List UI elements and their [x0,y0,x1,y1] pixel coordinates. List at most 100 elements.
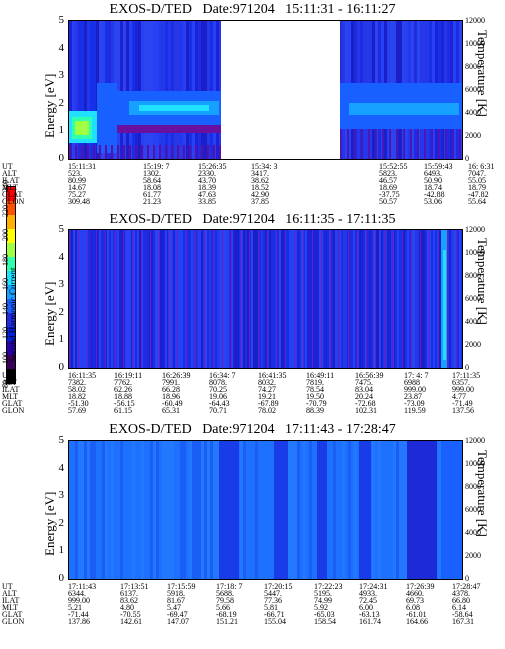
heatmap-streak [348,230,349,368]
heatmap-streak [195,230,196,368]
y-tick-label: 2 [58,305,65,318]
heatmap-column [327,230,329,368]
heatmap-column [125,230,127,368]
heatmap-column [211,230,213,368]
heatmap-streak [204,230,205,368]
heatmap-column [229,230,231,368]
heatmap-column [216,441,219,579]
ephemeris-value: 16:41:35 [258,371,287,380]
heatmap-column [351,441,354,579]
heatmap-column [89,230,91,368]
ephemeris-value: 151.21 [216,617,238,626]
y-right-tick-label: 8000 [465,62,481,71]
heatmap-column [367,230,369,368]
heatmap-column [171,21,174,159]
heatmap-column [135,230,137,368]
ephemeris-value: 137.86 [68,617,90,626]
heatmap-column [127,230,129,368]
heatmap-band [317,441,327,579]
ephemeris-row-label: GLON [2,406,25,415]
ephemeris-value: 47.63 [198,190,216,199]
heatmap-column [309,441,312,579]
ephemeris-value: -66.71 [264,610,285,619]
heatmap-column [243,441,246,579]
heatmap-column [331,230,333,368]
heatmap-column [384,441,387,579]
heatmap-column [132,441,135,579]
heatmap-column [213,21,216,159]
heatmap-streak [431,129,433,159]
ephemeris-value: 55.05 [468,176,486,185]
heatmap-column [83,230,85,368]
ephemeris-value: 65.31 [162,406,180,415]
heatmap-column [186,21,189,159]
heatmap-column [162,21,165,159]
heatmap-column [141,21,144,159]
heatmap-column [195,21,198,159]
ephemeris-value: 164.66 [406,617,428,626]
heatmap-column [201,21,204,159]
ephemeris-value: 18.69 [379,183,397,192]
ephemeris-row-label: ALT [2,378,17,387]
heatmap-band [443,250,446,360]
heatmap-column [161,230,163,368]
heatmap-column [198,441,201,579]
ephemeris-value: -69.47 [167,610,188,619]
heatmap-column [342,441,345,579]
heatmap-column [303,441,306,579]
heatmap-streak [87,145,89,159]
heatmap-column [168,21,171,159]
ephemeris-value: 17:28:47 [452,582,481,591]
ephemeris-value: 5.47 [167,603,181,612]
heatmap-column [108,441,111,579]
heatmap-column [403,230,405,368]
ephemeris-value: 80.99 [68,176,86,185]
heatmap-column [117,21,120,159]
y-right-tick-label: 2000 [465,340,481,349]
panel-1-title: EXOS-D/TED Date:971204 15:11:31 - 16:11:… [109,2,396,17]
heatmap-column [93,21,96,159]
heatmap-column [343,230,345,368]
heatmap-column [135,21,138,159]
heatmap-band [359,441,371,579]
heatmap-column [156,441,159,579]
heatmap-column [171,230,173,368]
heatmap-streak [213,145,215,159]
heatmap-column [459,230,461,368]
heatmap-column [81,441,84,579]
heatmap-streak [361,129,363,159]
ephemeris-value: -71.49 [452,399,473,408]
ephemeris-value: 38.62 [251,176,269,185]
heatmap-column [353,230,355,368]
heatmap-column [155,230,157,368]
colorbar-tick-label: 200 [1,229,10,241]
ephemeris-value: 7819. [306,378,324,387]
heatmap-column [439,230,441,368]
ephemeris-value: 61.77 [143,190,161,199]
heatmap-streak [285,230,286,368]
heatmap-column [213,441,216,579]
heatmap-streak [105,230,106,368]
ephemeris-value: 5918. [167,589,185,598]
heatmap-streak [393,230,394,368]
heatmap-column [84,21,87,159]
heatmap-column [150,441,153,579]
heatmap-column [180,441,183,579]
ephemeris-value: 167.31 [452,617,474,626]
heatmap-streak [447,230,448,368]
y-tick-label: 0 [58,152,65,164]
y-tick-label: 4 [58,250,65,263]
ephemeris-value: 83.04 [355,385,373,394]
ephemeris-value: 66.28 [162,385,180,394]
heatmap-column [423,230,425,368]
heatmap-column [144,441,147,579]
heatmap-column [283,230,285,368]
heatmap-column [181,230,183,368]
heatmap-streak [375,129,377,159]
heatmap-column [253,230,255,368]
ephemeris-value: 43.70 [198,176,216,185]
heatmap-column [133,230,135,368]
heatmap-column [114,441,117,579]
ephemeris-value: 4.77 [452,392,466,401]
heatmap-column [153,441,156,579]
